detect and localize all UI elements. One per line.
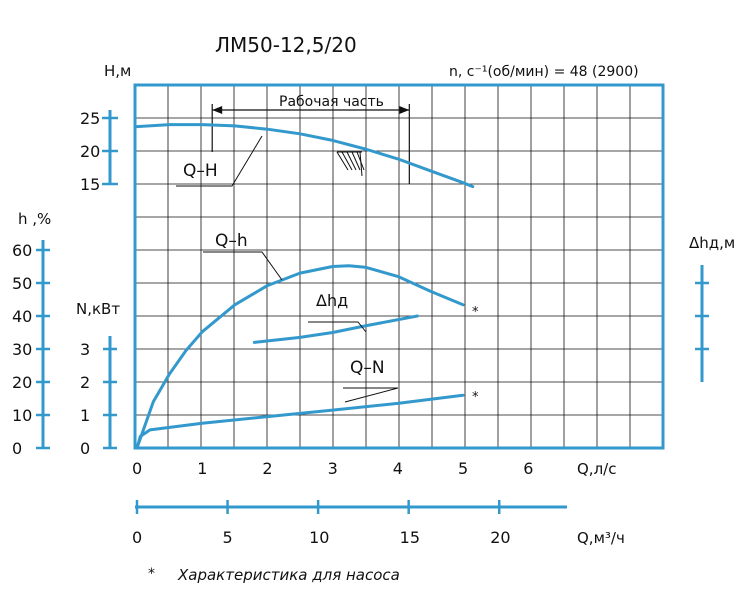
x-axis-label-primary: Q,л/с bbox=[577, 460, 616, 478]
axis-label-h: h ,% bbox=[18, 210, 51, 228]
tick-label-x-primary: 6 bbox=[523, 459, 533, 478]
asterisk-Qh: * bbox=[472, 305, 479, 320]
tick-label-x-primary: 4 bbox=[393, 459, 403, 478]
series-label-QN: Q–N bbox=[350, 358, 385, 378]
tick-label-x-secondary: 0 bbox=[132, 528, 142, 547]
curve-QH bbox=[135, 123, 475, 189]
tick-label-N: 1 bbox=[80, 406, 90, 425]
curves bbox=[135, 123, 475, 450]
tick-label-x-primary: 2 bbox=[262, 459, 272, 478]
tick-label-h: 20 bbox=[12, 373, 32, 392]
tick-label-h: 50 bbox=[12, 274, 32, 293]
optimum-hatch bbox=[346, 151, 357, 171]
optimum-hatch-side bbox=[359, 151, 363, 177]
tick-label-x-secondary: 10 bbox=[309, 528, 329, 547]
curve-Qh bbox=[135, 264, 465, 450]
grid bbox=[135, 85, 663, 448]
axis-label-H: H,м bbox=[104, 62, 131, 80]
leader-Qh bbox=[203, 251, 283, 281]
asterisk-QN: * bbox=[472, 390, 479, 405]
tick-label-N: 2 bbox=[80, 373, 90, 392]
tick-label-x-primary: 5 bbox=[458, 459, 468, 478]
tick-label-N: 0 bbox=[80, 439, 90, 458]
tick-label-x-secondary: 15 bbox=[400, 528, 420, 547]
series-label-QH: Q–H bbox=[183, 161, 218, 181]
labels: ЛМ50-12,5/20 n, с⁻¹(об/мин) = 48 (2900) … bbox=[18, 33, 735, 584]
tick-label-x-primary: 1 bbox=[197, 459, 207, 478]
tick-label-h: 0 bbox=[12, 439, 22, 458]
tick-label-N: 3 bbox=[80, 340, 90, 359]
tick-label-H: 15 bbox=[80, 175, 100, 194]
tick-label-x-secondary: 20 bbox=[490, 528, 510, 547]
optimum-hatch bbox=[336, 151, 349, 171]
tick-label-h: 30 bbox=[12, 340, 32, 359]
optimum-hatch bbox=[341, 151, 353, 171]
optimum-hatch bbox=[351, 151, 361, 171]
series-label-Qh: Q–h bbox=[215, 231, 248, 251]
plot-frame bbox=[133, 83, 665, 450]
working-zone-label: Рабочая часть bbox=[279, 94, 384, 110]
curve-QN bbox=[135, 393, 465, 450]
tick-label-H: 20 bbox=[80, 142, 100, 161]
chart-title: ЛМ50-12,5/20 bbox=[215, 33, 357, 57]
series-label-NPSH: Δhд bbox=[316, 291, 348, 310]
chart-frame bbox=[133, 83, 665, 450]
x-axis-label-secondary: Q,м³/ч bbox=[577, 529, 625, 547]
footnote-mark: * bbox=[148, 566, 155, 582]
leader-QH bbox=[176, 135, 263, 187]
tick-label-h: 10 bbox=[12, 406, 32, 425]
curve-NPSH bbox=[252, 314, 419, 344]
speed-label: n, с⁻¹(об/мин) = 48 (2900) bbox=[449, 64, 639, 80]
working-zone-arrowhead-right bbox=[399, 106, 410, 114]
tick-label-h: 40 bbox=[12, 307, 32, 326]
leader-NPSH bbox=[308, 321, 367, 333]
tick-label-h: 60 bbox=[12, 241, 32, 260]
axis-label-N: N,кВт bbox=[76, 300, 120, 318]
leader-QN bbox=[343, 387, 399, 403]
working-zone-arrowhead-left bbox=[212, 106, 223, 114]
tick-label-x-primary: 0 bbox=[132, 459, 142, 478]
footnote-text: Характеристика для насоса bbox=[177, 566, 400, 584]
tick-label-x-primary: 3 bbox=[328, 459, 338, 478]
tick-label-H: 25 bbox=[80, 109, 100, 128]
tick-label-x-secondary: 5 bbox=[223, 528, 233, 547]
axis-label-NPSH: Δhд,м bbox=[689, 234, 735, 252]
